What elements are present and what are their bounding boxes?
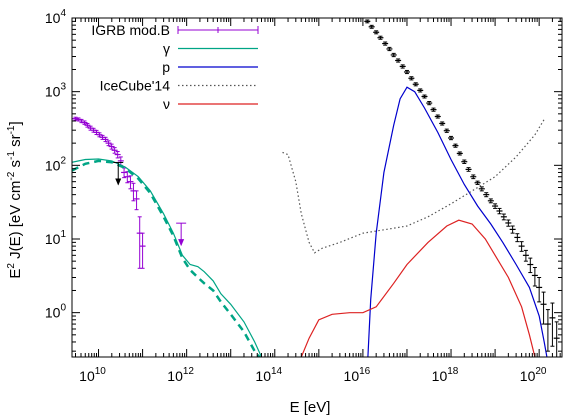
y-tick-label: 104	[45, 8, 67, 26]
x-tick-exp: 12	[183, 366, 195, 377]
series-6	[360, 18, 560, 357]
x-tick-base: 10	[79, 368, 95, 384]
y-tick-base: 10	[45, 10, 61, 26]
x-tick-base: 10	[432, 368, 448, 384]
x-tick-exp: 18	[447, 366, 459, 377]
legend-label: ν	[163, 96, 170, 112]
y-label-e: E	[7, 269, 24, 279]
x-tick-exp: 20	[535, 366, 547, 377]
y-tick-exp: 2	[60, 155, 66, 166]
x-tick-label: 1012	[167, 366, 194, 384]
y-label-sr-exp: -1	[6, 125, 17, 134]
y-label-close: ]	[7, 121, 24, 125]
y-tick-base: 10	[45, 231, 61, 247]
y-label-e-exp: 2	[6, 263, 17, 269]
plot-area	[72, 18, 560, 357]
y-tick-label: 102	[45, 155, 67, 173]
x-tick-label: 1010	[79, 366, 106, 384]
x-tick-base: 10	[344, 368, 360, 384]
y-tick-base: 10	[45, 84, 61, 100]
y-tick-base: 10	[45, 305, 61, 321]
x-tick-label: 1018	[432, 366, 459, 384]
series-5	[300, 219, 536, 357]
y-label-s-exp: -1	[6, 151, 17, 160]
y-tick-base: 10	[45, 157, 61, 173]
y-tick-exp: 4	[60, 8, 66, 19]
y-label-s: s	[7, 160, 24, 172]
series-4	[282, 119, 545, 254]
y-tick-label: 100	[45, 303, 67, 321]
series-line	[282, 119, 545, 254]
upper-limit-head	[115, 178, 122, 186]
series-line	[367, 86, 548, 357]
series-0	[72, 116, 146, 269]
y-tick-label: 103	[45, 82, 67, 100]
x-tick-base: 10	[520, 368, 536, 384]
series-2	[72, 159, 261, 357]
y-label-j: J(E) [eV cm	[7, 181, 24, 264]
x-axis-label: E [eV]	[290, 399, 331, 416]
x-tick-label: 1020	[520, 366, 547, 384]
clipped-series	[72, 18, 560, 357]
series-line	[72, 159, 261, 357]
series-line	[300, 219, 536, 357]
x-tick-base: 10	[255, 368, 271, 384]
y-label-cm-exp: -2	[6, 171, 17, 180]
y-tick-exp: 0	[60, 303, 66, 314]
y-tick-label: 101	[45, 229, 67, 247]
x-tick-label: 1016	[344, 366, 371, 384]
x-tick-exp: 16	[359, 366, 371, 377]
x-tick-exp: 14	[271, 366, 283, 377]
legend: IGRB mod.B γp IceCube'14 ν	[91, 22, 259, 112]
x-tick-exp: 10	[95, 366, 107, 377]
legend-label: γ	[163, 41, 170, 57]
y-axis-label: E2 J(E) [eV cm-2 s-1 sr-1]	[6, 121, 24, 278]
upper-limit-head	[178, 239, 185, 247]
legend-label: p	[162, 59, 170, 75]
y-tick-exp: 3	[60, 82, 66, 93]
x-tick-base: 10	[167, 368, 183, 384]
series-3	[367, 86, 548, 357]
y-tick-exp: 1	[60, 229, 66, 240]
x-tick-label: 1014	[255, 366, 282, 384]
y-label-sr: sr	[7, 134, 24, 151]
legend-label: IGRB mod.B	[91, 22, 170, 38]
legend-label: IceCube'14	[100, 78, 171, 94]
